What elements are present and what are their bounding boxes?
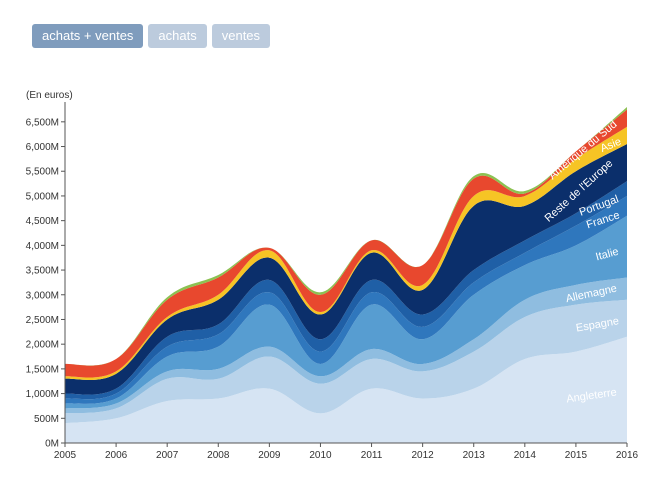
y-tick-label: 2,000M xyxy=(26,340,59,351)
y-tick-label: 6,500M xyxy=(26,117,59,128)
x-tick-label: 2012 xyxy=(412,450,435,461)
area-angleterre[interactable] xyxy=(65,336,627,443)
x-tick-label: 2008 xyxy=(207,450,230,461)
series-label-italie: Italie xyxy=(594,246,620,264)
area-espagne[interactable] xyxy=(65,299,627,424)
tab-ventes[interactable]: ventes xyxy=(211,24,271,48)
x-tick-label: 2007 xyxy=(156,450,179,461)
x-tick-label: 2005 xyxy=(54,450,77,461)
y-axis-label: (En euros) xyxy=(26,90,73,101)
x-tick-label: 2006 xyxy=(105,450,128,461)
y-tick-label: 2,500M xyxy=(26,315,59,326)
tab-achats-ventes[interactable]: achats + ventes xyxy=(32,24,144,48)
axes: 0M 500M 1,000M 1,500M 2,000M 2,500M 3,000M 3,50… xyxy=(26,102,639,461)
area-layers xyxy=(65,107,627,443)
view-tabs: achats + ventes achats ventes xyxy=(32,24,271,48)
x-tick-label: 2016 xyxy=(616,450,639,461)
y-tick-label: 1,500M xyxy=(26,364,59,375)
area-allemagne[interactable] xyxy=(65,277,627,414)
x-tick-label: 2009 xyxy=(258,450,281,461)
x-tick-label: 2013 xyxy=(463,450,486,461)
x-tick-label: 2011 xyxy=(361,450,383,461)
y-tick-label: 5,000M xyxy=(26,191,59,202)
y-tick-label: 5,500M xyxy=(26,167,59,178)
y-tick-label: 0M xyxy=(45,439,59,450)
y-tick-label: 4,500M xyxy=(26,216,59,227)
x-tick-label: 2015 xyxy=(565,450,588,461)
y-tick-label: 1,000M xyxy=(26,389,59,400)
y-tick-label: 6,000M xyxy=(26,142,59,153)
x-tick-label: 2014 xyxy=(514,450,537,461)
area-am-rique-du-sud[interactable] xyxy=(65,109,627,378)
area-italie[interactable] xyxy=(65,215,627,409)
area-reste-de-l-europe[interactable] xyxy=(65,144,627,395)
y-tick-label: 3,000M xyxy=(26,290,59,301)
x-tick-label: 2010 xyxy=(309,450,332,461)
y-tick-label: 500M xyxy=(34,414,59,425)
y-tick-label: 4,000M xyxy=(26,241,59,252)
y-tick-label: 3,500M xyxy=(26,266,59,277)
tab-achats[interactable]: achats xyxy=(148,24,207,48)
